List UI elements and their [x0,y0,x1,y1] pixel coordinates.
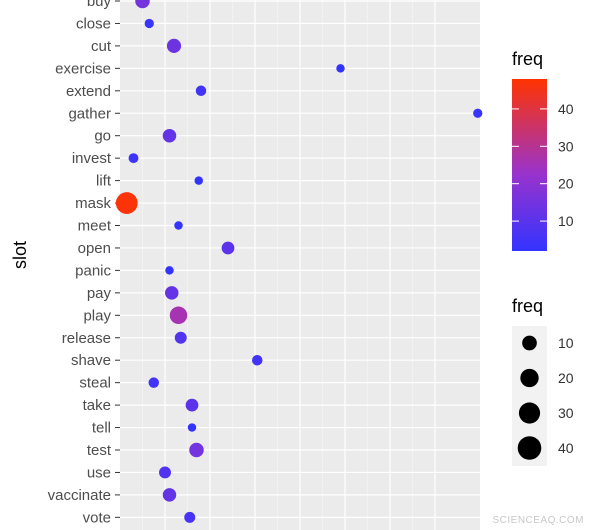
data-point-release [174,331,187,344]
size-legend-items: 10 20 30 40 [517,335,574,460]
y-tick-label: extend [66,83,111,100]
y-tick-label: shave [71,352,111,369]
size-legend: freq 10 20 30 40 [512,296,574,466]
y-tick-label: close [76,15,111,32]
y-tick-label: play [83,307,111,324]
grid-lines [120,0,480,530]
data-point-use [159,466,171,479]
data-point-extend [195,85,207,97]
color-legend-title: freq [512,49,543,69]
watermark: SCIENCEAQ.COM [492,515,584,526]
data-point-panic [165,266,174,275]
data-point-invest [128,153,139,164]
data-point-exercise [336,64,345,73]
data-point-cut [166,38,182,53]
size-legend-circle [520,368,539,388]
color-legend-label: 30 [558,138,574,154]
y-tick-label: buy [87,0,112,10]
data-point-buy [135,0,150,9]
y-tick-label: meet [78,218,112,235]
data-point-vote [184,511,196,523]
data-point-shave [252,354,263,366]
data-point-open [221,241,235,255]
data-point-vaccinate [162,488,177,502]
y-tick-label: panic [75,262,111,279]
data-point-close [144,18,154,29]
y-axis-title: slot [10,241,30,269]
y-tick-label: go [94,128,111,145]
y-tick-label: mask [75,195,111,212]
y-tick-label: use [87,464,111,481]
y-tick-label: steal [79,375,111,392]
y-axis-ticks: buy close cut exercise extend gather go invest l… [48,0,120,526]
data-point-gather [473,108,483,118]
data-point-pay [165,286,179,300]
data-points [115,0,483,523]
size-legend-label: 30 [558,405,574,421]
color-legend-bar [512,79,547,251]
color-legend-label: 20 [558,176,574,192]
color-legend-label: 10 [558,213,574,229]
size-legend-label: 20 [558,370,574,386]
data-point-mask [115,192,138,214]
size-legend-circle [522,335,537,351]
data-point-meet [174,221,183,230]
y-tick-label: cut [91,38,112,55]
color-legend-label: 40 [558,101,574,117]
color-legend-ticks: 10 20 30 40 [512,101,574,229]
data-point-lift [194,176,203,185]
data-point-play [169,306,188,325]
y-tick-label: vaccinate [48,487,111,504]
y-tick-label: tell [92,420,111,437]
y-tick-label: test [87,442,112,459]
y-tick-label: take [83,397,111,414]
data-point-take [185,398,199,412]
data-point-tell [187,423,197,432]
color-legend: freq 10 20 30 40 [512,49,574,251]
size-legend-label: 40 [558,440,574,456]
y-tick-label: vote [83,509,111,526]
y-tick-label: exercise [55,60,111,77]
y-tick-label: lift [96,173,112,190]
size-legend-title: freq [512,296,543,316]
size-legend-label: 10 [558,335,574,351]
y-tick-label: open [78,240,111,257]
data-point-go [162,128,177,143]
y-tick-label: gather [68,105,111,122]
size-legend-circle [518,402,541,424]
data-point-test [189,442,204,458]
y-tick-label: pay [87,285,112,302]
data-point-steal [148,377,159,388]
size-legend-circle [517,436,542,460]
y-tick-label: release [62,330,111,347]
y-tick-label: invest [72,150,112,167]
